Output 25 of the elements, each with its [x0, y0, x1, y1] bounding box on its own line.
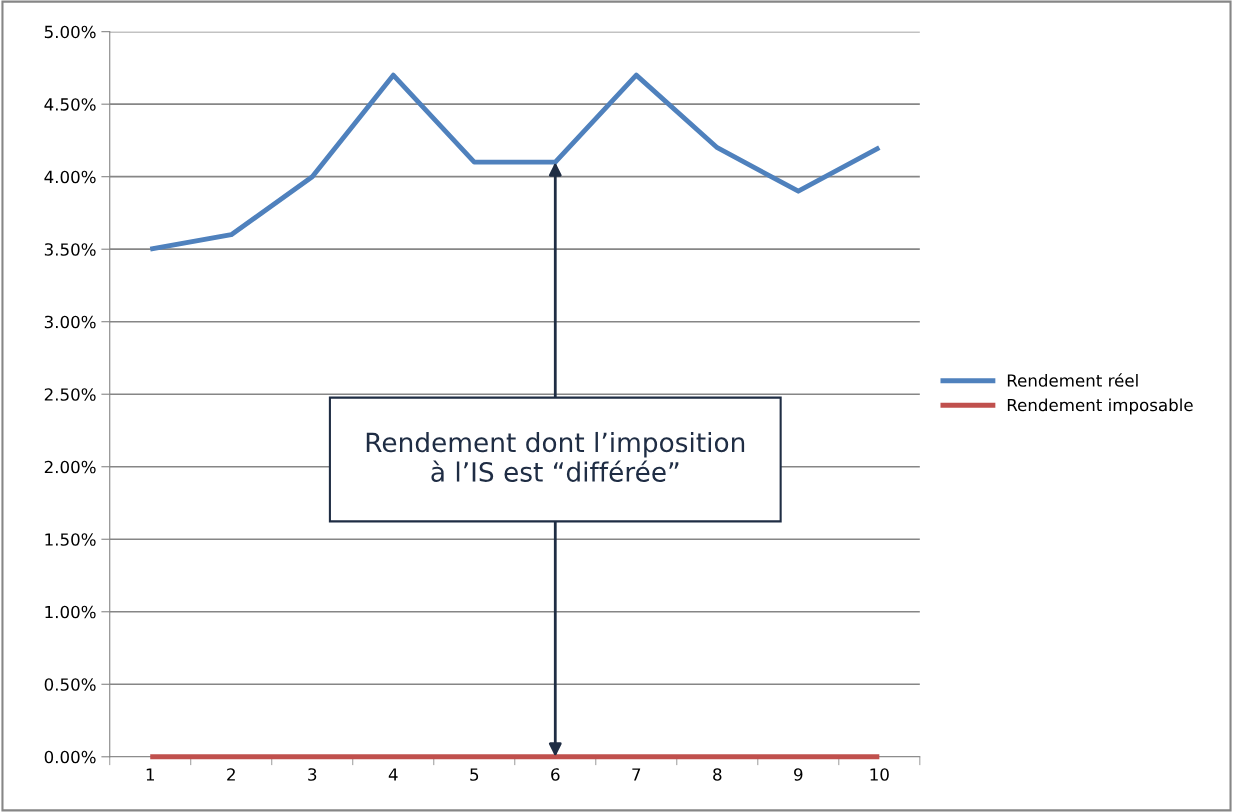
y-tick-label: 2.00%: [44, 460, 96, 474]
y-tick-label: 1.50%: [45, 533, 96, 546]
x-tick-label: 2: [227, 768, 235, 781]
y-tick-label: 3.50%: [44, 243, 96, 256]
y-tick-label: 4.00%: [44, 170, 96, 184]
annotation: Rendement dont l’imposition à l’IS est “différée”: [366, 431, 745, 482]
y-tick-label: 4.50%: [44, 98, 96, 111]
y-tick-label: 2.50%: [44, 388, 96, 401]
x-tick-label: 8: [713, 768, 722, 781]
x-tick-label: 5: [470, 768, 479, 781]
y-tick-label: 0.00%: [44, 750, 96, 764]
legend-label: Rendement réel: [1007, 373, 1138, 387]
x-tick-label: 9: [794, 768, 803, 781]
x-tick-label: 3: [308, 768, 317, 781]
x-tick-label: 4: [388, 768, 398, 781]
y-tick-label: 3.00%: [44, 315, 96, 329]
x-tick-label: 1: [146, 768, 154, 781]
y-tick-label: 5.00%: [44, 25, 96, 39]
x-tick-label: 10: [870, 768, 889, 781]
x-tick-label: 7: [632, 768, 641, 781]
x-tick-label: 6: [551, 768, 560, 781]
legend-label: Rendement imposable: [1007, 398, 1193, 415]
y-tick-label: 0.50%: [44, 678, 96, 691]
y-tick-label: 1.00%: [45, 605, 96, 619]
line-series: [147, 72, 882, 252]
